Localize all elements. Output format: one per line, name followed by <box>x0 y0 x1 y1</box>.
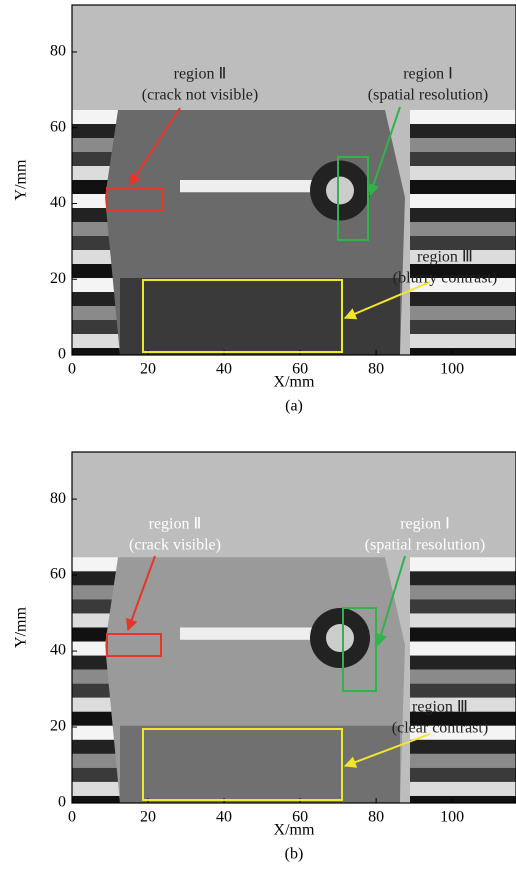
stripe <box>410 628 516 642</box>
annotation-subtitle: (crack visible) <box>129 537 221 554</box>
stripe <box>410 138 516 152</box>
annotation-title: region Ⅱ <box>174 66 227 83</box>
stripe <box>410 124 516 138</box>
stripe <box>72 782 122 796</box>
x-tick-label: 80 <box>368 361 384 378</box>
figure: 0 20 40 60 80 100 0 20 40 60 80 X/mm (a) Y/mm region Ⅱ… <box>0 0 516 890</box>
shaft <box>180 180 330 192</box>
panel-label: (a) <box>285 398 303 415</box>
stripe <box>410 222 516 236</box>
stripe <box>72 306 122 320</box>
stripe <box>410 306 516 320</box>
x-tick-label: 100 <box>440 361 464 378</box>
x-tick-label: 0 <box>68 361 76 378</box>
stripe <box>410 613 516 627</box>
y-axis-label: Y/mm <box>13 607 30 648</box>
annotation-subtitle: (crack not visible) <box>142 87 258 104</box>
stripe <box>410 656 516 670</box>
stripe <box>72 768 122 782</box>
annotation-title: region Ⅲ <box>412 699 468 716</box>
stripe <box>410 180 516 194</box>
stripe <box>410 684 516 698</box>
object-bottom <box>120 726 400 803</box>
stripe <box>410 334 516 348</box>
panel-label: (b) <box>285 846 304 863</box>
stripe <box>410 585 516 599</box>
stripe <box>410 557 516 571</box>
y-tick-label: 80 <box>50 43 66 60</box>
x-axis-label: X/mm <box>274 822 315 839</box>
stripe <box>72 334 122 348</box>
x-tick-label: 80 <box>368 809 384 826</box>
y-tick-label: 40 <box>50 194 66 211</box>
x-tick-label: 0 <box>68 809 76 826</box>
stripe <box>410 768 516 782</box>
annotation-subtitle: (spatial resolution) <box>368 87 488 104</box>
annotation-title: region Ⅱ <box>149 516 202 533</box>
annotation-subtitle: (clear contrast) <box>392 720 488 737</box>
y-tick-label: 60 <box>50 118 66 135</box>
stripe <box>72 320 122 334</box>
stripe <box>410 754 516 768</box>
annotation-title: region Ⅲ <box>417 249 473 266</box>
stripe <box>410 782 516 796</box>
y-tick-label: 20 <box>50 270 66 287</box>
annotation-title: region Ⅰ <box>403 66 453 83</box>
y-tick-label: 40 <box>50 642 66 659</box>
stripe <box>410 152 516 166</box>
annotation-subtitle: (spatial resolution) <box>365 537 485 554</box>
x-tick-label: 40 <box>216 361 232 378</box>
stripe <box>410 320 516 334</box>
stripe <box>410 208 516 222</box>
y-tick-label: 20 <box>50 718 66 735</box>
stripe <box>410 110 516 124</box>
x-tick-label: 20 <box>140 361 156 378</box>
x-tick-label: 100 <box>440 809 464 826</box>
stripe <box>410 670 516 684</box>
y-tick-label: 60 <box>50 566 66 583</box>
page: 0 20 40 60 80 100 0 20 40 60 80 X/mm (a) Y/mm region Ⅱ… <box>0 0 516 895</box>
stripe <box>410 740 516 754</box>
x-tick-label: 20 <box>140 809 156 826</box>
stripe <box>72 557 122 571</box>
annotation-subtitle: (blurry contrast) <box>393 270 497 287</box>
y-axis-label: Y/mm <box>13 159 30 200</box>
image <box>72 452 516 810</box>
stripe <box>410 642 516 656</box>
x-axis-label: X/mm <box>274 374 315 391</box>
y-tick-label: 0 <box>58 794 66 811</box>
bearing-inner <box>326 177 354 205</box>
stripe <box>72 754 122 768</box>
stripe <box>410 194 516 208</box>
annotation-title: region Ⅰ <box>400 516 450 533</box>
object-bottom <box>120 278 400 355</box>
y-tick-label: 80 <box>50 490 66 507</box>
stripe <box>410 571 516 585</box>
stripe <box>72 110 122 124</box>
bearing-inner <box>326 624 354 652</box>
stripe <box>410 599 516 613</box>
stripe <box>410 166 516 180</box>
x-tick-label: 40 <box>216 809 232 826</box>
shaft <box>180 628 330 640</box>
stripe <box>410 292 516 306</box>
y-tick-label: 0 <box>58 346 66 363</box>
image <box>72 5 516 362</box>
